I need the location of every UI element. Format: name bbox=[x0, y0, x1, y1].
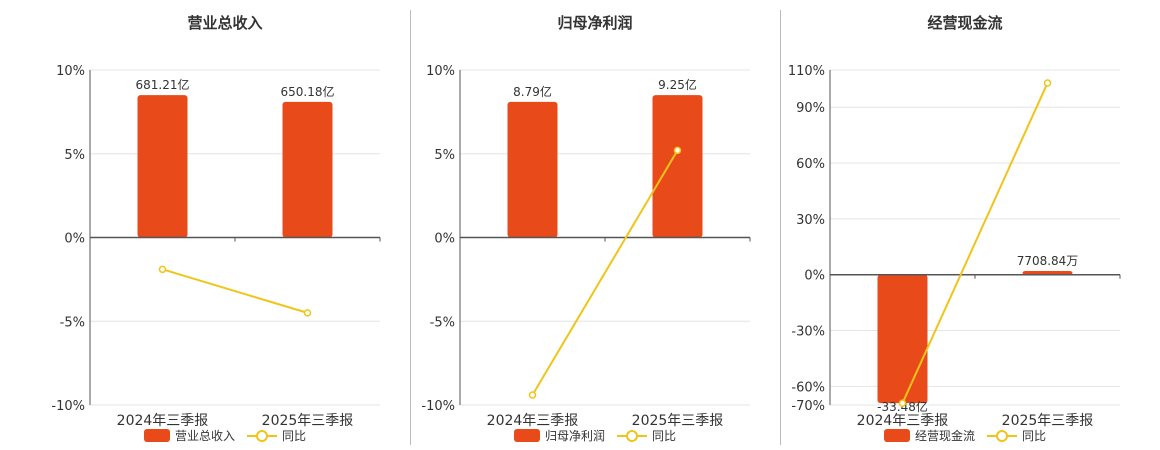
chart-legend: 营业总收入 同比 bbox=[40, 427, 410, 444]
chart-panel-cash-flow: 经营现金流 110% 90% 60% 30% 0% -30% -60% -70% -33.48亿… bbox=[780, 0, 1150, 450]
chart-revenue: 10% 5% 0% -5% -10% 681.21亿 650.18亿 2024年三季报 2025… bbox=[51, 64, 381, 429]
chart-cash-flow: 110%90%60%30%0%-30%-60%-70% -33.48亿7708.8… bbox=[788, 64, 1121, 429]
x-tick-label: 2025年三季报 bbox=[1002, 413, 1094, 429]
chart-panel-revenue: 营业总收入 10% 5% 0% -5% -10% 681.21亿 650.18亿 2024年三… bbox=[40, 0, 410, 450]
x-tick-label: 2025年三季报 bbox=[262, 413, 354, 429]
bar bbox=[282, 101, 333, 238]
y-tick-label: -10% bbox=[421, 399, 455, 414]
x-tick-label: 2024年三季报 bbox=[857, 413, 949, 429]
y-tick-label: -5% bbox=[430, 315, 455, 330]
x-tick-label: 2024年三季报 bbox=[117, 413, 209, 429]
bar bbox=[652, 95, 703, 238]
y-tick-label: 10% bbox=[56, 64, 85, 79]
y-tick-label: 5% bbox=[64, 148, 85, 163]
y-tick-label: -5% bbox=[60, 315, 85, 330]
bar-data-label: 8.79亿 bbox=[513, 84, 552, 99]
y-tick-label: -30% bbox=[791, 325, 825, 340]
bar bbox=[1022, 271, 1073, 275]
legend-bar-label: 经营现金流 bbox=[914, 429, 975, 443]
legend-line-swatch bbox=[247, 429, 277, 443]
y-tick-label: 30% bbox=[796, 213, 825, 228]
chart-title: 营业总收入 bbox=[187, 14, 263, 32]
y-tick-label: 110% bbox=[788, 64, 825, 79]
chart-legend: 归母净利润 同比 bbox=[410, 427, 780, 444]
bar-data-label: 9.25亿 bbox=[658, 77, 697, 92]
y-tick-label: 0% bbox=[804, 269, 825, 284]
panel-divider bbox=[780, 10, 781, 445]
legend-bar-label: 营业总收入 bbox=[174, 429, 235, 443]
legend-bar-swatch bbox=[143, 429, 170, 442]
legend-line-label: 同比 bbox=[652, 429, 677, 443]
y-tick-label: 5% bbox=[434, 148, 455, 163]
chart-legend: 经营现金流 同比 bbox=[780, 427, 1150, 444]
line-point bbox=[158, 265, 167, 274]
chart-title: 经营现金流 bbox=[927, 14, 1003, 32]
bar-data-label: 7708.84万 bbox=[1017, 254, 1079, 268]
y-tick-label: 10% bbox=[426, 64, 455, 79]
bar bbox=[877, 274, 928, 404]
bar-data-label: 650.18亿 bbox=[281, 84, 335, 99]
y-tick-label: 90% bbox=[796, 101, 825, 116]
legend-bar-swatch bbox=[883, 429, 910, 442]
legend-line-swatch bbox=[617, 429, 647, 443]
x-tick-label: 2024年三季报 bbox=[487, 413, 579, 429]
line-point bbox=[528, 391, 537, 399]
chart-panel-net-profit: 归母净利润 10% 5% 0% -5% -10% 8.79亿 9.25亿 2024年三季报 20… bbox=[410, 0, 780, 450]
legend-bar-swatch bbox=[513, 429, 540, 442]
series-line bbox=[162, 268, 308, 314]
series-line bbox=[901, 82, 1049, 404]
line-point bbox=[1043, 79, 1052, 87]
legend-line-swatch bbox=[987, 429, 1017, 443]
y-tick-label: -10% bbox=[51, 399, 85, 414]
line-point bbox=[898, 399, 907, 407]
bar-data-label: 681.21亿 bbox=[136, 77, 190, 92]
x-tick-label: 2025年三季报 bbox=[632, 413, 724, 429]
panel-divider bbox=[410, 10, 411, 445]
line-point bbox=[303, 309, 312, 317]
chart-net-profit: 10% 5% 0% -5% -10% 8.79亿 9.25亿 2024年三季报 2025年三季报 bbox=[421, 64, 751, 429]
legend-line-label: 同比 bbox=[1022, 429, 1047, 443]
bar bbox=[137, 95, 188, 238]
line-point bbox=[673, 146, 682, 155]
y-tick-label: 60% bbox=[796, 157, 825, 172]
legend-line-label: 同比 bbox=[282, 429, 307, 443]
series-line bbox=[531, 149, 679, 396]
bar bbox=[507, 101, 558, 238]
y-tick-label: 0% bbox=[434, 232, 455, 247]
y-tick-label: -60% bbox=[791, 380, 825, 395]
legend-bar-label: 归母净利润 bbox=[544, 429, 605, 443]
chart-title: 归母净利润 bbox=[557, 14, 633, 32]
y-tick-label: 0% bbox=[64, 232, 85, 247]
y-tick-label: -70% bbox=[791, 399, 825, 414]
